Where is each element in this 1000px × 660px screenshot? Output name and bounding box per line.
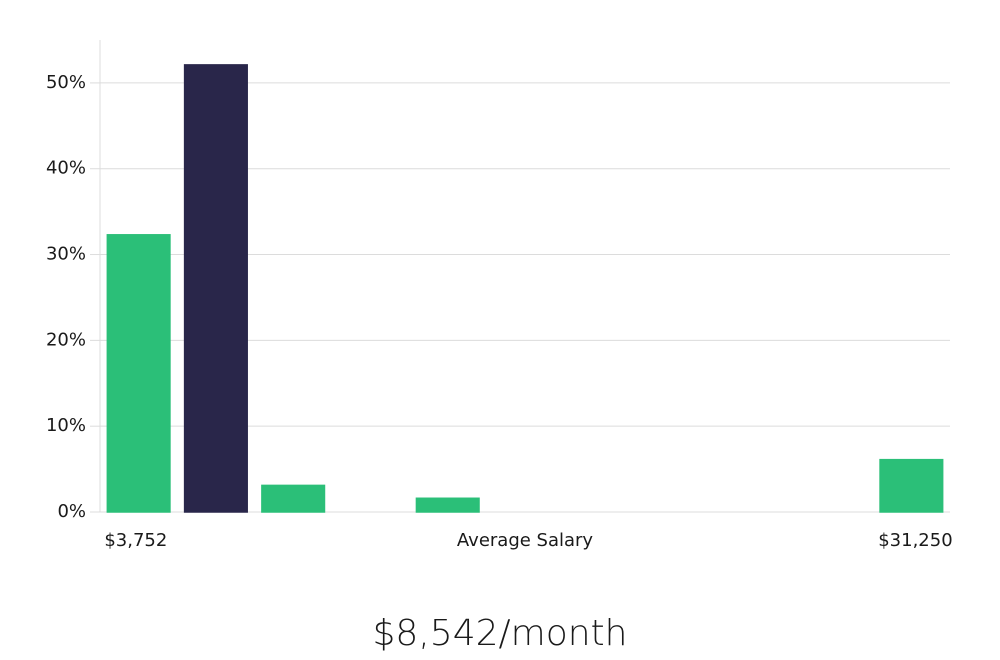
y-tick-label: 20% <box>46 329 86 350</box>
y-tick-label: 0% <box>57 501 86 522</box>
bar <box>415 497 480 513</box>
y-tick-label: 10% <box>46 415 86 436</box>
bar <box>183 64 248 513</box>
caption: $8,542/month <box>373 613 628 654</box>
bar <box>261 484 326 513</box>
bar <box>106 234 171 513</box>
y-tick-label: 30% <box>46 244 86 265</box>
x-tick-label: $31,250 <box>878 530 952 551</box>
x-tick-label: $3,752 <box>104 530 167 551</box>
y-tick-label: 40% <box>46 158 86 179</box>
bar <box>879 458 944 513</box>
x-axis-label: Average Salary <box>457 530 594 551</box>
y-tick-label: 50% <box>46 72 86 93</box>
